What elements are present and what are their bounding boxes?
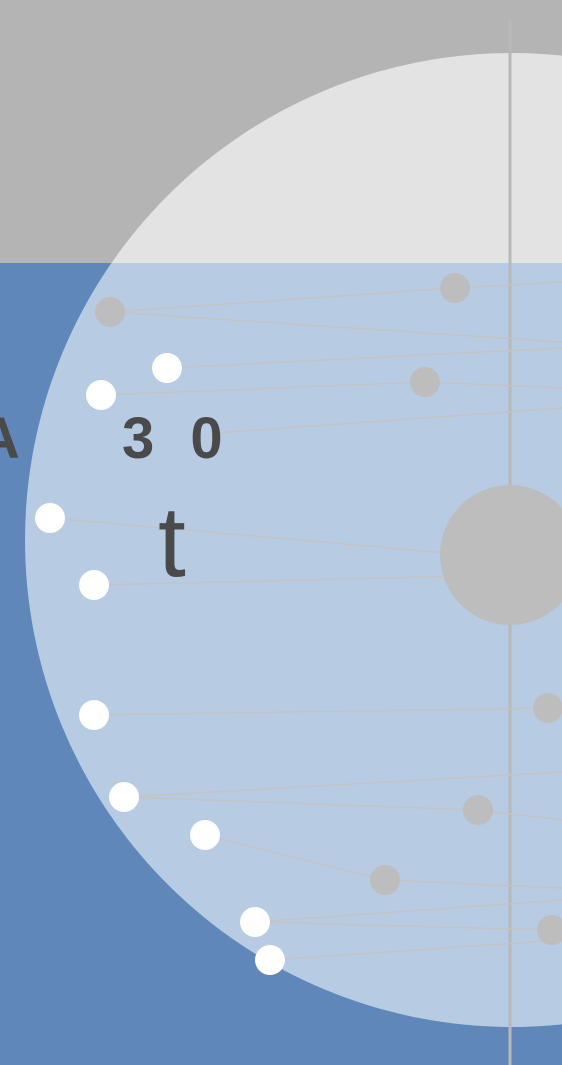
title-fragment-30: 3 0 (122, 406, 233, 471)
central-hub-node (440, 485, 562, 625)
circle-upper-half (111, 53, 562, 263)
circle-lower-half (25, 263, 562, 1027)
connector-lines (49, 281, 562, 961)
title-fragment-t: t (158, 486, 186, 598)
title-fragment-a: A (0, 410, 22, 468)
title-fragment-l: l (0, 492, 2, 592)
gray-nodes (95, 273, 562, 945)
white-nodes (35, 353, 285, 975)
